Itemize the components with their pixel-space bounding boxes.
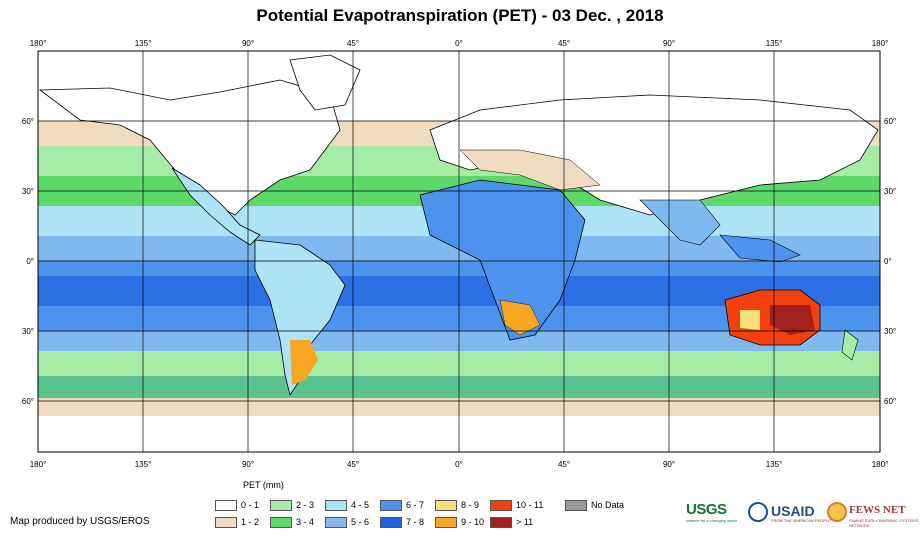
lon-label-bottom: 90° bbox=[242, 460, 254, 469]
lon-label-bottom: 135° bbox=[135, 460, 152, 469]
usaid-seal-icon bbox=[748, 502, 768, 522]
usaid-logo: USAID bbox=[771, 503, 815, 519]
lon-label-top: 135° bbox=[135, 39, 152, 48]
legend-item: 0 - 1 bbox=[215, 499, 259, 511]
legend-label: > 11 bbox=[516, 517, 534, 527]
lat-label-right: 60° bbox=[884, 117, 896, 126]
legend-item: 5 - 6 bbox=[325, 516, 369, 528]
usgs-tagline: science for a changing world bbox=[686, 518, 737, 523]
graticule bbox=[38, 51, 880, 452]
legend-label: 2 - 3 bbox=[296, 500, 315, 510]
lat-label-left: 0° bbox=[26, 257, 34, 266]
legend-swatch bbox=[380, 499, 402, 511]
patagonia-hot bbox=[290, 340, 318, 385]
greenland bbox=[289, 54, 361, 111]
lat-label-right: 60° bbox=[884, 397, 896, 406]
australia-west-warm bbox=[740, 310, 760, 330]
legend-swatch bbox=[215, 499, 237, 511]
southern-africa-hot bbox=[499, 299, 541, 336]
tick-labels: 180° 180° 135° 135° 90° 90° 45° 45° 0° 0° 45° 45° 90… bbox=[22, 39, 896, 469]
south-asia bbox=[639, 199, 721, 246]
mediterranean-region bbox=[459, 149, 601, 191]
legend-swatch bbox=[325, 499, 347, 511]
lon-label-top: 45° bbox=[558, 39, 570, 48]
lat-label-left: 60° bbox=[22, 397, 34, 406]
new-zealand bbox=[841, 329, 859, 361]
indonesia bbox=[719, 234, 801, 263]
lon-label-bottom: 45° bbox=[347, 460, 359, 469]
legend-swatch bbox=[270, 499, 292, 511]
legend-item: 4 - 5 bbox=[325, 499, 369, 511]
lon-label-top: 90° bbox=[663, 39, 675, 48]
lon-label-top: 180° bbox=[30, 39, 47, 48]
legend-swatch bbox=[380, 516, 402, 528]
fews-seal-icon bbox=[827, 502, 847, 522]
legend-swatch bbox=[270, 516, 292, 528]
legend-item: > 11 bbox=[490, 516, 533, 528]
legend-item: 3 - 4 bbox=[270, 516, 314, 528]
usgs-logo: USGS bbox=[686, 501, 727, 518]
legend-label: No Data bbox=[591, 500, 625, 510]
legend-item: 1 - 2 bbox=[215, 516, 259, 528]
legend-swatch bbox=[215, 516, 237, 528]
lon-label-top: 90° bbox=[242, 39, 254, 48]
north-america bbox=[38, 79, 341, 216]
credit-text: Map produced by USGS/EROS bbox=[10, 516, 150, 527]
legend-label: 8 - 9 bbox=[461, 500, 480, 510]
lat-label-left: 30° bbox=[22, 187, 34, 196]
legend-item: 10 - 11 bbox=[490, 499, 543, 511]
australia-core-hot bbox=[770, 305, 815, 335]
legend-swatch bbox=[325, 516, 347, 528]
lat-label-left: 60° bbox=[22, 117, 34, 126]
legend-label: 5 - 6 bbox=[351, 517, 370, 527]
legend-label: 3 - 4 bbox=[296, 517, 315, 527]
legend-swatch bbox=[435, 516, 457, 528]
lon-label-bottom: 0° bbox=[455, 460, 463, 469]
map-frame bbox=[37, 50, 881, 453]
lon-label-bottom: 180° bbox=[30, 460, 47, 469]
legend-label: 10 - 11 bbox=[516, 500, 544, 510]
legend-label: 4 - 5 bbox=[351, 500, 370, 510]
legend-swatch bbox=[490, 516, 512, 528]
legend-item: 9 - 10 bbox=[435, 516, 484, 528]
legend-label: 0 - 1 bbox=[241, 500, 260, 510]
legend-swatch bbox=[490, 499, 512, 511]
legend-label: 7 - 8 bbox=[406, 517, 425, 527]
legend-title: PET (mm) bbox=[243, 480, 284, 490]
legend-swatch bbox=[435, 499, 457, 511]
lon-label-bottom: 135° bbox=[766, 460, 783, 469]
usaid-tagline: FROM THE AMERICAN PEOPLE bbox=[771, 518, 831, 523]
legend-label: 1 - 2 bbox=[241, 517, 260, 527]
fews-net-logo: FEWS NET bbox=[849, 504, 906, 516]
lon-label-top: 180° bbox=[872, 39, 889, 48]
lat-label-left: 30° bbox=[22, 327, 34, 336]
map-title: Potential Evapotranspiration (PET) - 03 … bbox=[256, 6, 664, 25]
lon-label-top: 0° bbox=[455, 39, 463, 48]
legend-swatch bbox=[565, 499, 587, 511]
legend-label: 6 - 7 bbox=[406, 500, 425, 510]
legend-item: No Data bbox=[565, 499, 624, 511]
lat-label-right: 30° bbox=[884, 327, 896, 336]
legend-item: 2 - 3 bbox=[270, 499, 314, 511]
africa bbox=[419, 179, 586, 341]
lon-label-bottom: 90° bbox=[663, 460, 675, 469]
lat-label-right: 30° bbox=[884, 187, 896, 196]
lon-label-bottom: 180° bbox=[872, 460, 889, 469]
legend-item: 6 - 7 bbox=[380, 499, 424, 511]
legend-item: 8 - 9 bbox=[435, 499, 479, 511]
legend-item: 7 - 8 bbox=[380, 516, 424, 528]
lon-label-bottom: 45° bbox=[558, 460, 570, 469]
lon-label-top: 135° bbox=[766, 39, 783, 48]
lat-label-right: 0° bbox=[884, 257, 892, 266]
legend-label: 9 - 10 bbox=[461, 517, 485, 527]
lon-label-top: 45° bbox=[347, 39, 359, 48]
fews-tagline: FAMINE EARLY WARNING SYSTEMS NETWORK bbox=[849, 518, 919, 528]
